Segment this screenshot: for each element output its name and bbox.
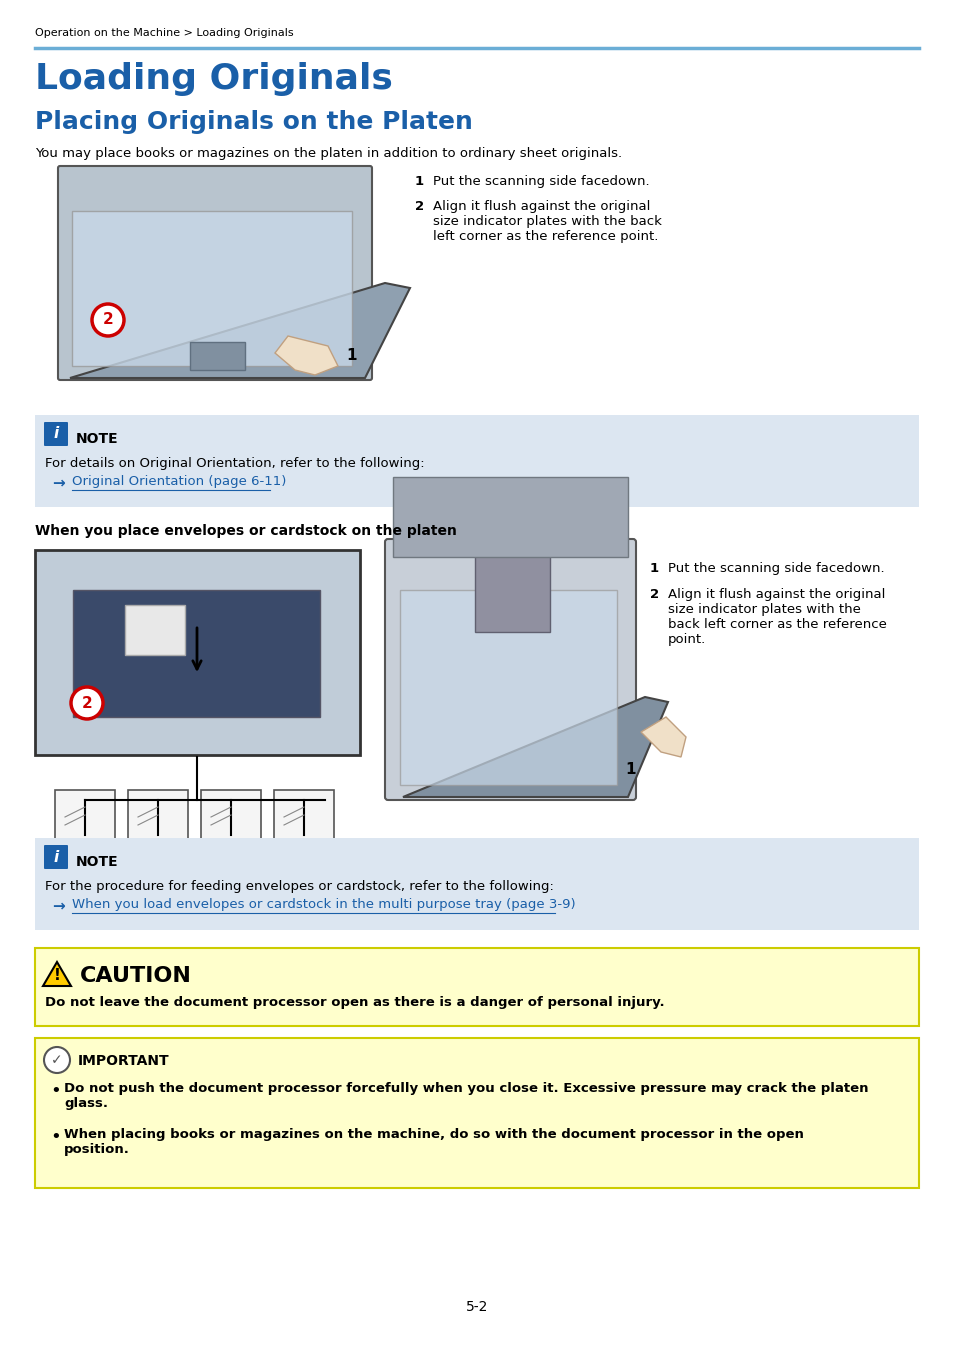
FancyBboxPatch shape bbox=[125, 605, 185, 655]
Text: When placing books or magazines on the machine, do so with the document processo: When placing books or magazines on the m… bbox=[64, 1129, 803, 1156]
Text: 1: 1 bbox=[649, 562, 659, 575]
Circle shape bbox=[44, 1048, 70, 1073]
Text: For the procedure for feeding envelopes or cardstock, refer to the following:: For the procedure for feeding envelopes … bbox=[45, 880, 554, 892]
Text: →: → bbox=[52, 898, 65, 913]
FancyBboxPatch shape bbox=[35, 838, 918, 930]
FancyBboxPatch shape bbox=[35, 948, 918, 1026]
Text: Align it flush against the original
size indicator plates with the
back left cor: Align it flush against the original size… bbox=[667, 589, 886, 647]
FancyBboxPatch shape bbox=[71, 211, 352, 366]
Text: i: i bbox=[53, 849, 58, 864]
Text: You may place books or magazines on the platen in addition to ordinary sheet ori: You may place books or magazines on the … bbox=[35, 147, 621, 161]
Text: CAUTION: CAUTION bbox=[80, 967, 192, 985]
FancyBboxPatch shape bbox=[35, 549, 359, 755]
FancyBboxPatch shape bbox=[393, 477, 627, 558]
Polygon shape bbox=[402, 697, 667, 796]
FancyBboxPatch shape bbox=[44, 423, 68, 446]
FancyBboxPatch shape bbox=[128, 790, 188, 840]
FancyBboxPatch shape bbox=[35, 414, 918, 508]
FancyBboxPatch shape bbox=[274, 790, 334, 840]
Text: IMPORTANT: IMPORTANT bbox=[78, 1054, 170, 1068]
Text: Operation on the Machine > Loading Originals: Operation on the Machine > Loading Origi… bbox=[35, 28, 294, 38]
Text: Put the scanning side facedown.: Put the scanning side facedown. bbox=[433, 176, 649, 188]
Text: Put the scanning side facedown.: Put the scanning side facedown. bbox=[667, 562, 883, 575]
FancyBboxPatch shape bbox=[58, 166, 372, 379]
FancyBboxPatch shape bbox=[475, 547, 550, 632]
Text: Do not leave the document processor open as there is a danger of personal injury: Do not leave the document processor open… bbox=[45, 996, 664, 1008]
Text: For details on Original Orientation, refer to the following:: For details on Original Orientation, ref… bbox=[45, 458, 424, 470]
FancyBboxPatch shape bbox=[73, 590, 319, 717]
Text: 1: 1 bbox=[415, 176, 424, 188]
Text: •: • bbox=[50, 1081, 61, 1100]
Text: 2: 2 bbox=[103, 312, 113, 328]
Text: i: i bbox=[53, 427, 58, 441]
Text: When you load envelopes or cardstock in the multi purpose tray (page 3-9): When you load envelopes or cardstock in … bbox=[71, 898, 575, 911]
Text: •: • bbox=[50, 1129, 61, 1146]
FancyBboxPatch shape bbox=[35, 1038, 918, 1188]
Text: 1: 1 bbox=[346, 348, 356, 363]
Text: Placing Originals on the Platen: Placing Originals on the Platen bbox=[35, 109, 473, 134]
FancyArrowPatch shape bbox=[193, 628, 201, 670]
Text: 1: 1 bbox=[625, 761, 636, 776]
Text: 2: 2 bbox=[649, 589, 659, 601]
Text: 2: 2 bbox=[82, 695, 92, 710]
Text: Original Orientation (page 6-11): Original Orientation (page 6-11) bbox=[71, 475, 286, 487]
Circle shape bbox=[91, 304, 124, 336]
Polygon shape bbox=[70, 284, 410, 378]
Text: 2: 2 bbox=[415, 200, 424, 213]
Text: When you place envelopes or cardstock on the platen: When you place envelopes or cardstock on… bbox=[35, 524, 456, 539]
FancyBboxPatch shape bbox=[44, 845, 68, 869]
Polygon shape bbox=[274, 336, 337, 375]
Text: NOTE: NOTE bbox=[76, 432, 118, 446]
Text: 5-2: 5-2 bbox=[465, 1300, 488, 1314]
Polygon shape bbox=[43, 963, 71, 986]
FancyBboxPatch shape bbox=[399, 590, 617, 784]
FancyBboxPatch shape bbox=[190, 342, 245, 370]
Text: NOTE: NOTE bbox=[76, 855, 118, 869]
Text: Loading Originals: Loading Originals bbox=[35, 62, 393, 96]
Text: ✓: ✓ bbox=[51, 1053, 63, 1066]
Text: Do not push the document processor forcefully when you close it. Excessive press: Do not push the document processor force… bbox=[64, 1081, 867, 1110]
Text: !: ! bbox=[53, 968, 60, 984]
Polygon shape bbox=[640, 717, 685, 757]
Circle shape bbox=[71, 687, 103, 720]
FancyBboxPatch shape bbox=[201, 790, 261, 840]
Text: Align it flush against the original
size indicator plates with the back
left cor: Align it flush against the original size… bbox=[433, 200, 661, 243]
Text: →: → bbox=[52, 475, 65, 490]
FancyBboxPatch shape bbox=[55, 790, 115, 840]
FancyBboxPatch shape bbox=[385, 539, 636, 801]
